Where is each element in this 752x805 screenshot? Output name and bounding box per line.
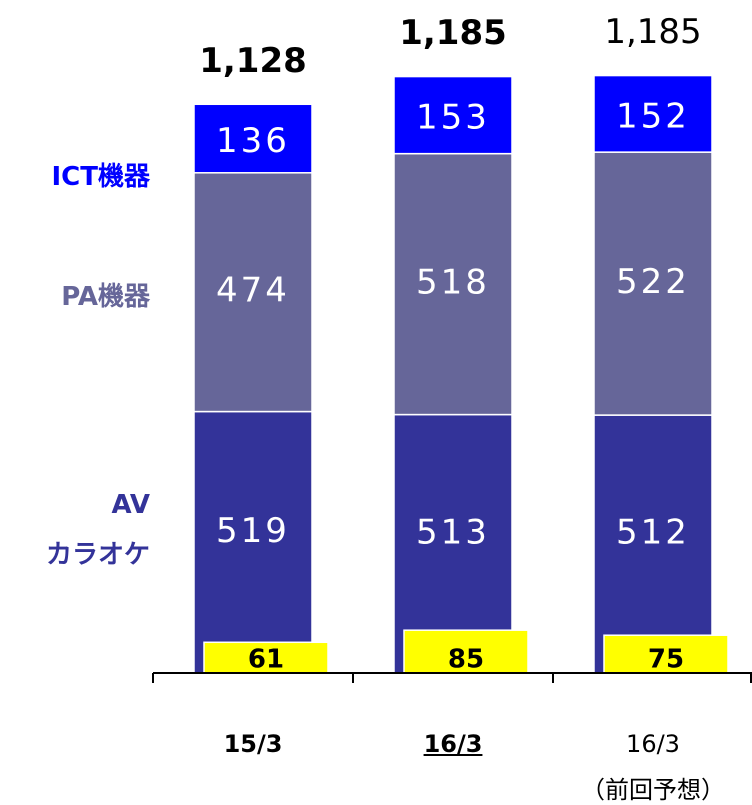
overlay-bar <box>603 634 729 674</box>
segment-label: 474 <box>216 271 290 311</box>
bar-segment <box>593 74 713 153</box>
overlay-bar <box>403 629 529 674</box>
bar-segment <box>193 103 313 174</box>
bar-segment <box>593 151 713 416</box>
x-tick-label: 16/3 <box>626 730 680 758</box>
bar-segment <box>193 410 313 674</box>
x-tick-label: 15/3 <box>223 730 283 758</box>
legend-label: PA機器 <box>61 282 150 312</box>
segment-label: 518 <box>416 263 490 303</box>
overlay-label: 75 <box>648 645 684 675</box>
legend-label: AV カラオケ <box>45 490 150 570</box>
segment-label: 519 <box>216 511 290 551</box>
bar-segment <box>393 75 513 155</box>
x-tick-sublabel: （前回予想） <box>581 776 725 804</box>
segment-label: 522 <box>616 262 690 302</box>
bar-segment <box>393 152 513 416</box>
total-label: 1,185 <box>399 13 507 53</box>
segment-label: 136 <box>216 121 290 161</box>
overlay-label: 85 <box>448 645 484 675</box>
overlay-bar <box>203 641 329 674</box>
segment-label: 512 <box>616 513 690 553</box>
bar-segment <box>193 172 313 413</box>
segment-label: 152 <box>616 96 690 136</box>
segment-label: 513 <box>416 512 490 552</box>
segment-label: 153 <box>416 98 490 138</box>
legend-label: ICT機器 <box>51 162 151 192</box>
x-tick-label: 16/3 <box>423 730 483 758</box>
total-label: 1,128 <box>199 41 307 81</box>
overlay-label: 61 <box>248 645 284 675</box>
total-label: 1,185 <box>604 12 701 52</box>
